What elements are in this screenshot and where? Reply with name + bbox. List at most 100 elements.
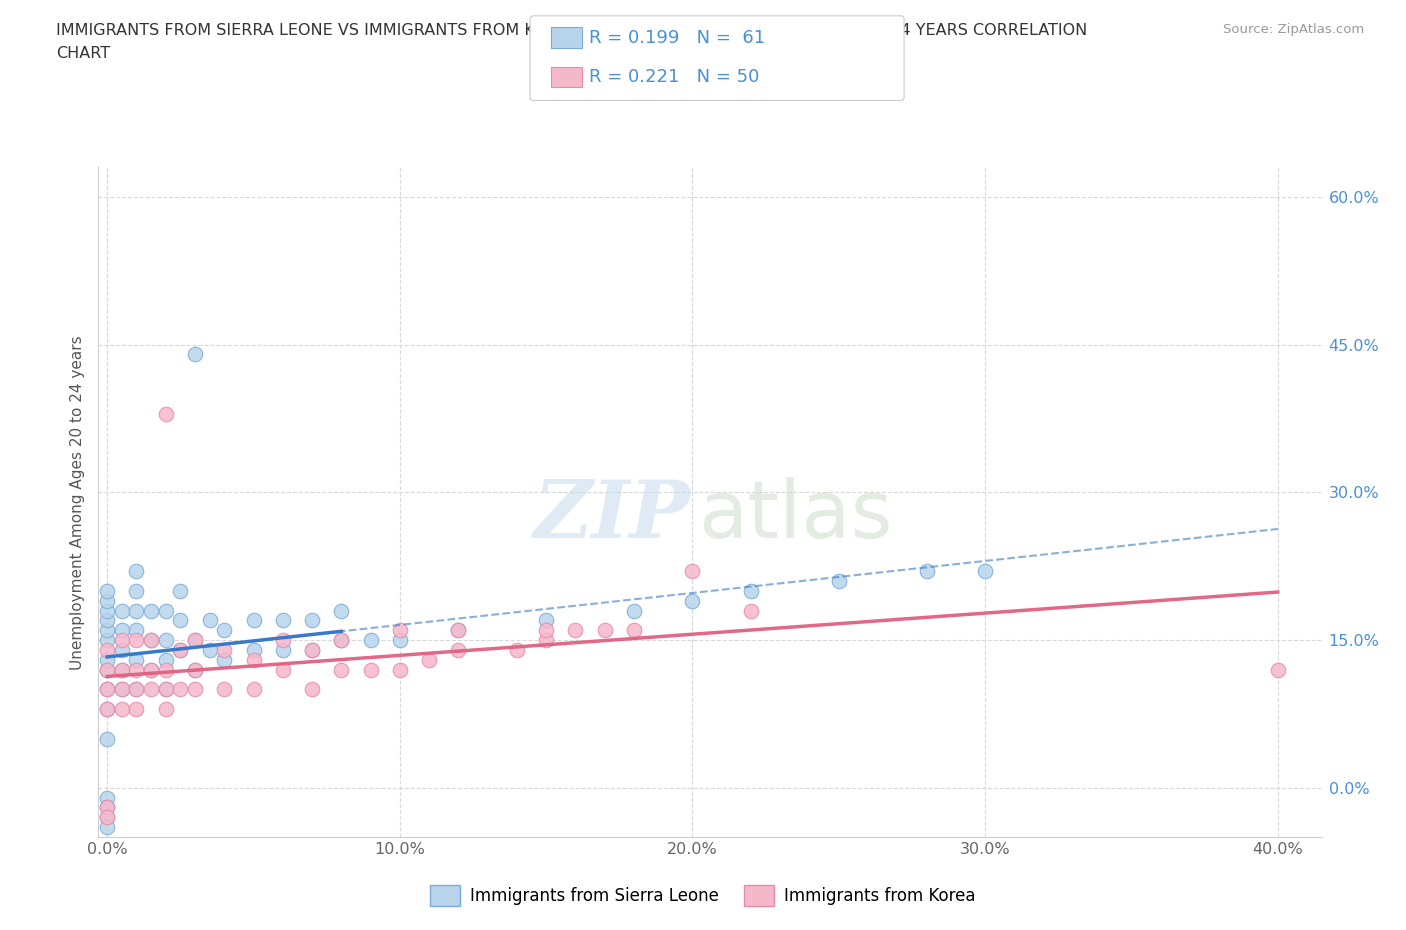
Point bbox=[96, 701, 118, 716]
Point bbox=[111, 603, 134, 618]
Point bbox=[623, 603, 645, 618]
Point bbox=[125, 603, 148, 618]
Point bbox=[388, 662, 411, 677]
Point bbox=[96, 623, 118, 638]
Point bbox=[111, 682, 134, 697]
Point bbox=[271, 613, 294, 628]
Point bbox=[96, 613, 118, 628]
Point bbox=[534, 623, 557, 638]
Point bbox=[139, 662, 162, 677]
Point bbox=[828, 574, 851, 589]
Text: Source: ZipAtlas.com: Source: ZipAtlas.com bbox=[1223, 23, 1364, 36]
Point bbox=[330, 632, 353, 647]
Point bbox=[212, 643, 235, 658]
Point bbox=[125, 701, 148, 716]
Point bbox=[169, 643, 191, 658]
Point bbox=[125, 652, 148, 667]
Point bbox=[125, 682, 148, 697]
Point bbox=[360, 632, 382, 647]
Legend: Immigrants from Sierra Leone, Immigrants from Korea: Immigrants from Sierra Leone, Immigrants… bbox=[423, 879, 983, 912]
Point bbox=[1267, 662, 1289, 677]
Point bbox=[155, 682, 177, 697]
Point bbox=[242, 643, 264, 658]
Point bbox=[330, 603, 353, 618]
Point bbox=[111, 643, 134, 658]
Text: R = 0.199   N =  61: R = 0.199 N = 61 bbox=[589, 29, 765, 46]
Point bbox=[388, 623, 411, 638]
Point bbox=[125, 623, 148, 638]
Point bbox=[111, 662, 134, 677]
Point bbox=[155, 406, 177, 421]
Point bbox=[155, 603, 177, 618]
Point bbox=[96, 810, 118, 825]
Point bbox=[184, 347, 207, 362]
Point bbox=[330, 632, 353, 647]
Point bbox=[139, 682, 162, 697]
Point bbox=[169, 682, 191, 697]
Point bbox=[139, 632, 162, 647]
Point bbox=[623, 623, 645, 638]
Point bbox=[169, 643, 191, 658]
Point bbox=[271, 632, 294, 647]
Point bbox=[212, 623, 235, 638]
Y-axis label: Unemployment Among Ages 20 to 24 years: Unemployment Among Ages 20 to 24 years bbox=[70, 335, 86, 670]
Point bbox=[125, 583, 148, 598]
Point bbox=[506, 643, 529, 658]
Point bbox=[111, 662, 134, 677]
Point bbox=[534, 613, 557, 628]
Point bbox=[184, 662, 207, 677]
Point bbox=[212, 682, 235, 697]
Point bbox=[139, 603, 162, 618]
Text: IMMIGRANTS FROM SIERRA LEONE VS IMMIGRANTS FROM KOREA UNEMPLOYMENT AMONG AGES 20: IMMIGRANTS FROM SIERRA LEONE VS IMMIGRAN… bbox=[56, 23, 1087, 38]
Point bbox=[111, 632, 134, 647]
Point bbox=[360, 662, 382, 677]
Point bbox=[184, 662, 207, 677]
Text: atlas: atlas bbox=[699, 476, 893, 554]
Point bbox=[301, 613, 323, 628]
Point bbox=[96, 643, 118, 658]
Text: CHART: CHART bbox=[56, 46, 110, 61]
Point bbox=[534, 632, 557, 647]
Point bbox=[96, 701, 118, 716]
Point bbox=[169, 583, 191, 598]
Point bbox=[96, 790, 118, 805]
Point bbox=[915, 564, 938, 578]
Point bbox=[593, 623, 616, 638]
Point bbox=[96, 819, 118, 834]
Point bbox=[111, 701, 134, 716]
Point bbox=[155, 652, 177, 667]
Point bbox=[96, 583, 118, 598]
Point bbox=[125, 682, 148, 697]
Point bbox=[242, 682, 264, 697]
Point bbox=[418, 652, 440, 667]
Point bbox=[96, 652, 118, 667]
Point bbox=[125, 632, 148, 647]
Point bbox=[184, 632, 207, 647]
Point bbox=[125, 662, 148, 677]
Point bbox=[330, 662, 353, 677]
Point bbox=[169, 613, 191, 628]
Point bbox=[96, 682, 118, 697]
Point bbox=[139, 662, 162, 677]
Point bbox=[139, 632, 162, 647]
Point bbox=[96, 603, 118, 618]
Point bbox=[301, 682, 323, 697]
Point bbox=[111, 623, 134, 638]
Point bbox=[96, 800, 118, 815]
Point bbox=[682, 593, 704, 608]
Text: R = 0.221   N = 50: R = 0.221 N = 50 bbox=[589, 68, 759, 86]
Point bbox=[125, 564, 148, 578]
Point bbox=[111, 682, 134, 697]
Point bbox=[184, 682, 207, 697]
Point bbox=[96, 731, 118, 746]
Point bbox=[974, 564, 997, 578]
Point bbox=[96, 682, 118, 697]
Point bbox=[96, 800, 118, 815]
Point bbox=[271, 662, 294, 677]
Point bbox=[301, 643, 323, 658]
Point bbox=[198, 613, 221, 628]
Point bbox=[564, 623, 586, 638]
Point bbox=[740, 583, 762, 598]
Point bbox=[447, 643, 470, 658]
Point bbox=[96, 662, 118, 677]
